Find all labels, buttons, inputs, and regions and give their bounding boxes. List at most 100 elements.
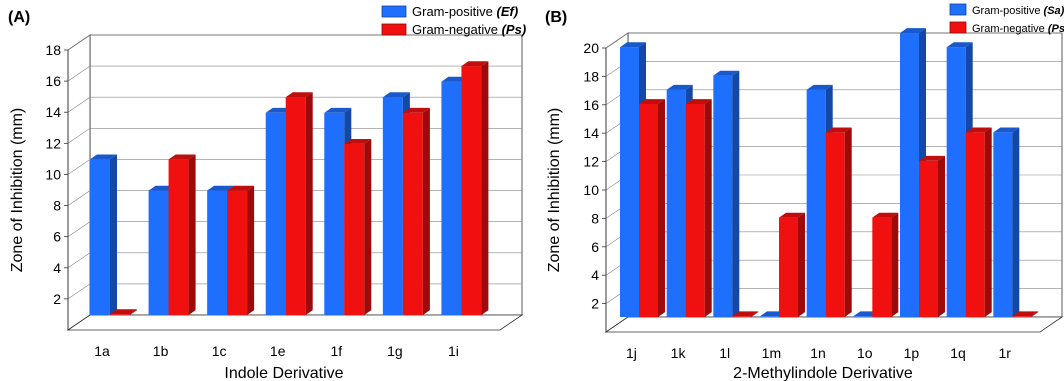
y-tick-label: 14 <box>583 125 599 141</box>
y-tick-label: 16 <box>45 73 61 89</box>
bar-top <box>1012 311 1039 317</box>
bar-front <box>285 97 306 315</box>
bar-side <box>130 309 137 315</box>
bar-gram-negative <box>639 99 665 317</box>
bar-front <box>148 190 169 315</box>
bar-gram-negative <box>227 185 255 315</box>
legend-swatch <box>949 21 967 34</box>
bar-front <box>965 132 985 317</box>
bar-gram-negative <box>732 311 759 317</box>
bar-front <box>1012 316 1032 317</box>
x-tick-label: 1q <box>950 345 966 361</box>
legend-label: Gram-positive (Ef) <box>412 4 518 19</box>
legend-label-strain: (Ef) <box>497 4 519 19</box>
bar-side <box>751 311 759 317</box>
bar-gram-negative <box>110 309 137 315</box>
bar-front <box>324 112 345 316</box>
y-tick-label: 12 <box>583 154 599 170</box>
y-tick-label: 4 <box>53 260 61 276</box>
y-tick-label: 18 <box>45 42 61 58</box>
bar-side <box>891 212 899 317</box>
x-axis-title: 2-Methylindole Derivative <box>733 365 913 381</box>
x-tick-label: 1i <box>448 343 459 359</box>
bar-gram-negative <box>919 155 945 317</box>
y-axis-title: Zone of Inhibition (mm) <box>546 108 563 273</box>
bar-front <box>779 217 798 317</box>
bar-front <box>227 190 248 315</box>
bar-side <box>844 127 852 317</box>
bar-front <box>344 143 365 315</box>
bar-side <box>938 155 945 317</box>
x-tick-label: 1c <box>212 343 227 359</box>
bar-top <box>639 99 665 104</box>
bar-gram-negative <box>965 127 992 317</box>
bar-top <box>227 185 255 191</box>
legend-label-strain: (Ps) <box>502 22 527 37</box>
bar-top <box>806 84 833 90</box>
x-tick-label: 1p <box>904 345 920 361</box>
bar-side <box>704 99 712 317</box>
bar-front <box>713 75 733 317</box>
bar-gram-negative <box>872 212 899 317</box>
legend-label-text: Gram-negative <box>972 23 1048 35</box>
y-tick-label: 6 <box>591 239 599 255</box>
bar-side <box>481 61 489 316</box>
y-tick-label: 8 <box>591 210 599 226</box>
bar-top <box>713 70 740 76</box>
y-tick-label: 16 <box>583 97 599 113</box>
y-tick-label: 10 <box>45 166 61 182</box>
bar-top <box>965 127 992 133</box>
legend-label: Gram-positive (Sa) <box>972 5 1064 17</box>
bar-front <box>806 89 826 317</box>
y-tick-label: 2 <box>53 291 61 307</box>
bar-gram-positive <box>993 127 1020 317</box>
bar-top <box>207 185 235 191</box>
bar-gram-negative <box>461 61 489 316</box>
y-tick-label: 12 <box>45 135 61 151</box>
x-tick-label: 1b <box>153 343 169 359</box>
bar-top <box>324 107 352 113</box>
legend-swatch <box>949 3 967 16</box>
x-tick-label: 1g <box>387 343 403 359</box>
y-tick-label: 14 <box>45 104 61 120</box>
bar-top <box>919 155 945 161</box>
bar-front <box>402 112 423 316</box>
x-tick-label: 1j <box>626 345 637 361</box>
bar-top <box>402 107 430 113</box>
panel-label: (B) <box>545 9 567 26</box>
y-tick-label: 8 <box>53 198 61 214</box>
bar-side <box>1012 127 1020 317</box>
bar-front <box>620 47 639 317</box>
legend: Gram-positive (Ef) Gram-negative (Ps) <box>381 4 527 37</box>
bar-top <box>946 42 973 48</box>
floor <box>604 316 1064 333</box>
legend-swatch <box>381 5 407 18</box>
bar-side <box>305 92 313 315</box>
bar-gram-positive <box>713 70 740 317</box>
bar-gram-negative <box>685 99 712 317</box>
y-tick-label: 10 <box>583 182 599 198</box>
bar-side <box>422 107 430 316</box>
bar-top <box>779 212 805 218</box>
bar-side <box>658 99 665 317</box>
bar-top <box>732 311 759 317</box>
bar-top <box>620 42 646 48</box>
bar-gram-negative <box>1012 311 1039 317</box>
side-wall <box>67 34 91 331</box>
y-tick-label: 18 <box>583 68 599 84</box>
legend: Gram-positive (Sa) Gram-negative (Ps) <box>949 3 1064 35</box>
bar-gram-positive <box>90 154 117 315</box>
x-tick-label: 1o <box>857 345 873 361</box>
legend-swatch <box>381 23 407 36</box>
legend-label-text: Gram-positive <box>412 4 497 19</box>
floor <box>66 314 524 331</box>
y-tick-label: 20 <box>583 40 599 56</box>
bar-top <box>685 99 712 104</box>
x-tick-label: 1a <box>94 343 110 359</box>
x-tick-label: 1m <box>762 345 781 361</box>
bar-front <box>900 33 919 317</box>
bar-front <box>441 81 462 316</box>
bar-top <box>872 212 899 218</box>
bar-side <box>247 185 255 315</box>
bar-side <box>188 154 196 315</box>
